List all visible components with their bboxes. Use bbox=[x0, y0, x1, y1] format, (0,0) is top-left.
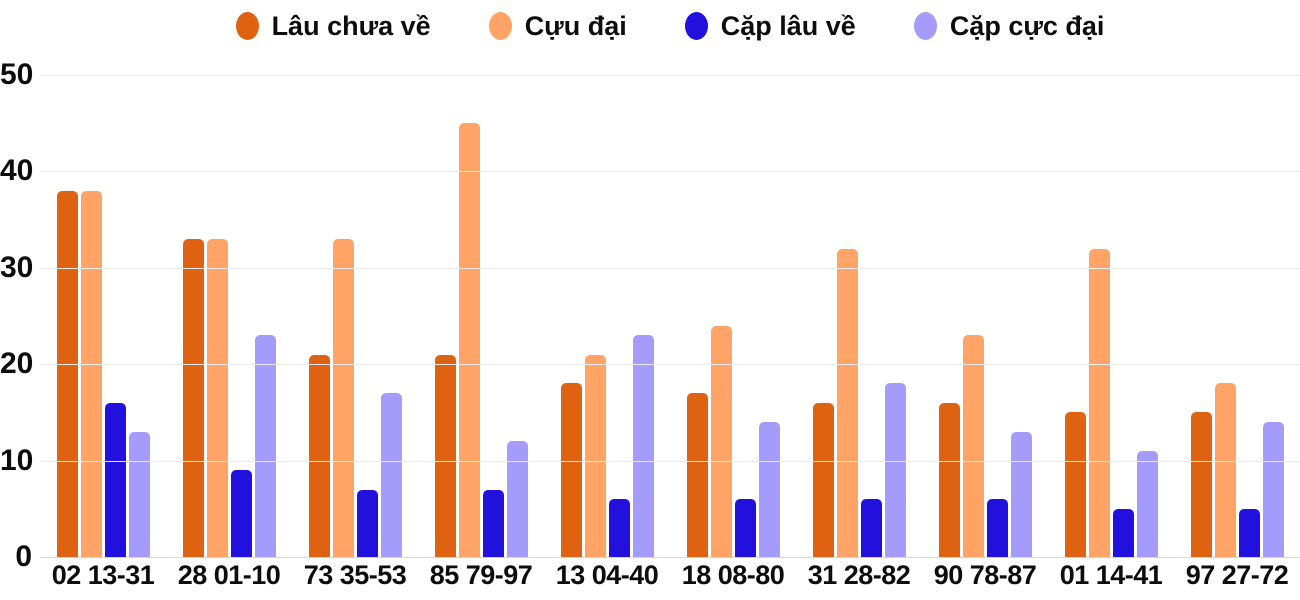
bar-Cặp lâu về-02 13-31[interactable] bbox=[104, 402, 126, 557]
gridline-20 bbox=[40, 364, 1300, 366]
gridline-10 bbox=[40, 460, 1300, 462]
bar-Lâu chưa về-28 01-10[interactable] bbox=[182, 238, 204, 557]
x-tick-label-6: 31 28-82 bbox=[807, 560, 911, 590]
x-tick-label-1: 28 01-10 bbox=[177, 560, 281, 590]
x-axis: 02 13-31 28 01-10 73 35-53 85 79-97 13 04-40… bbox=[40, 560, 1300, 591]
bar-group-31 28-82 bbox=[796, 75, 922, 557]
bar-Cựu đại-28 01-10[interactable] bbox=[206, 238, 228, 557]
bar-group-97 27-72 bbox=[1174, 75, 1300, 557]
bar-group-73 35-53 bbox=[292, 75, 418, 557]
bar-Cặp lâu về-01 14-41[interactable] bbox=[1112, 508, 1134, 557]
bar-Cặp cực đại-28 01-10[interactable] bbox=[254, 335, 276, 557]
bar-groups bbox=[40, 75, 1300, 557]
bar-Cặp lâu về-90 78-87[interactable] bbox=[986, 499, 1008, 557]
y-tick-label-40: 40 bbox=[0, 154, 34, 188]
bar-group-85 79-97 bbox=[418, 75, 544, 557]
bar-group-01 14-41 bbox=[1048, 75, 1174, 557]
bar-Lâu chưa về-31 28-82[interactable] bbox=[812, 402, 834, 557]
y-tick-label-50: 50 bbox=[0, 58, 34, 91]
bar-Cặp cực đại-97 27-72[interactable] bbox=[1262, 422, 1284, 557]
bar-Lâu chưa về-73 35-53[interactable] bbox=[308, 354, 330, 557]
bar-Cựu đại-31 28-82[interactable] bbox=[836, 248, 858, 557]
bar-Cựu đại-85 79-97[interactable] bbox=[458, 123, 480, 557]
bar-Cựu đại-97 27-72[interactable] bbox=[1214, 383, 1236, 557]
gridline-30 bbox=[40, 267, 1300, 269]
y-tick-label-30: 30 bbox=[0, 250, 34, 284]
bar-Cặp lâu về-85 79-97[interactable] bbox=[482, 489, 504, 557]
legend-label: Lâu chưa về bbox=[271, 10, 431, 41]
legend-item-3[interactable]: Cặp lâu về bbox=[684, 10, 856, 42]
bar-Cặp lâu về-18 08-80[interactable] bbox=[734, 499, 756, 557]
x-tick-label-0: 02 13-31 bbox=[51, 560, 155, 590]
x-tick-label-9: 97 27-72 bbox=[1185, 560, 1289, 590]
legend-item-2[interactable]: Cựu đại bbox=[488, 10, 627, 42]
bar-Cặp cực đại-13 04-40[interactable] bbox=[632, 335, 654, 557]
bar-Lâu chưa về-90 78-87[interactable] bbox=[938, 402, 960, 557]
legend-item-1[interactable]: Lâu chưa về bbox=[235, 10, 431, 42]
bar-group-02 13-31 bbox=[40, 75, 166, 557]
bar-Cặp lâu về-13 04-40[interactable] bbox=[608, 499, 630, 557]
bar-Cặp cực đại-02 13-31[interactable] bbox=[128, 431, 150, 557]
bar-Lâu chưa về-18 08-80[interactable] bbox=[686, 393, 708, 557]
bar-Cặp cực đại-90 78-87[interactable] bbox=[1010, 431, 1032, 557]
bar-group-13 04-40 bbox=[544, 75, 670, 557]
gridline-40 bbox=[40, 171, 1300, 173]
y-tick-label-20: 20 bbox=[0, 347, 34, 381]
bar-Lâu chưa về-85 79-97[interactable] bbox=[434, 354, 456, 557]
y-axis: 0 10 20 30 40 50 bbox=[0, 60, 34, 572]
bar-Cặp lâu về-97 27-72[interactable] bbox=[1238, 508, 1260, 557]
x-baseline bbox=[40, 557, 1300, 558]
bar-Cựu đại-02 13-31[interactable] bbox=[80, 190, 102, 557]
x-tick-label-8: 01 14-41 bbox=[1059, 560, 1163, 590]
x-tick-label-7: 90 78-87 bbox=[933, 560, 1037, 590]
bar-Lâu chưa về-01 14-41[interactable] bbox=[1064, 412, 1086, 557]
bar-group-28 01-10 bbox=[166, 75, 292, 557]
bar-Cặp lâu về-28 01-10[interactable] bbox=[230, 470, 252, 557]
gridline-50 bbox=[40, 75, 1300, 76]
bar-Cặp cực đại-85 79-97[interactable] bbox=[506, 441, 528, 557]
bar-group-18 08-80 bbox=[670, 75, 796, 557]
bar-Lâu chưa về-97 27-72[interactable] bbox=[1190, 412, 1212, 557]
bar-Cựu đại-01 14-41[interactable] bbox=[1088, 248, 1110, 557]
legend-circle-icon bbox=[235, 12, 259, 40]
legend-label: Cựu đại bbox=[524, 10, 627, 41]
bar-Lâu chưa về-02 13-31[interactable] bbox=[56, 190, 78, 557]
legend-circle-icon bbox=[684, 12, 708, 40]
bar-Cặp cực đại-18 08-80[interactable] bbox=[758, 422, 780, 557]
bar-Cựu đại-18 08-80[interactable] bbox=[710, 325, 732, 557]
chart-legend: Lâu chưa về Cựu đại Cặp lâu về Cặp cực đại bbox=[40, 6, 1300, 46]
legend-circle-icon bbox=[913, 12, 937, 40]
x-tick-label-2: 73 35-53 bbox=[303, 560, 407, 590]
x-tick-label-4: 13 04-40 bbox=[555, 560, 659, 590]
bar-Cặp cực đại-01 14-41[interactable] bbox=[1136, 450, 1158, 557]
x-tick-label-5: 18 08-80 bbox=[681, 560, 785, 590]
bar-group-90 78-87 bbox=[922, 75, 1048, 557]
bar-Lâu chưa về-13 04-40[interactable] bbox=[560, 383, 582, 557]
legend-label: Cặp cực đại bbox=[949, 10, 1105, 41]
bar-Cặp lâu về-73 35-53[interactable] bbox=[356, 489, 378, 557]
legend-label: Cặp lâu về bbox=[720, 10, 856, 41]
legend-circle-icon bbox=[488, 12, 512, 40]
bar-Cựu đại-73 35-53[interactable] bbox=[332, 238, 354, 557]
y-tick-label-0: 0 bbox=[15, 540, 32, 573]
legend-item-4[interactable]: Cặp cực đại bbox=[913, 10, 1105, 42]
bar-Cặp cực đại-73 35-53[interactable] bbox=[380, 393, 402, 557]
bar-Cặp cực đại-31 28-82[interactable] bbox=[884, 383, 906, 557]
x-tick-label-3: 85 79-97 bbox=[429, 560, 533, 590]
plot-area bbox=[40, 75, 1300, 558]
y-tick-label-10: 10 bbox=[0, 443, 34, 477]
bar-Cựu đại-90 78-87[interactable] bbox=[962, 335, 984, 557]
bar-Cựu đại-13 04-40[interactable] bbox=[584, 354, 606, 557]
bar-Cặp lâu về-31 28-82[interactable] bbox=[860, 499, 882, 557]
